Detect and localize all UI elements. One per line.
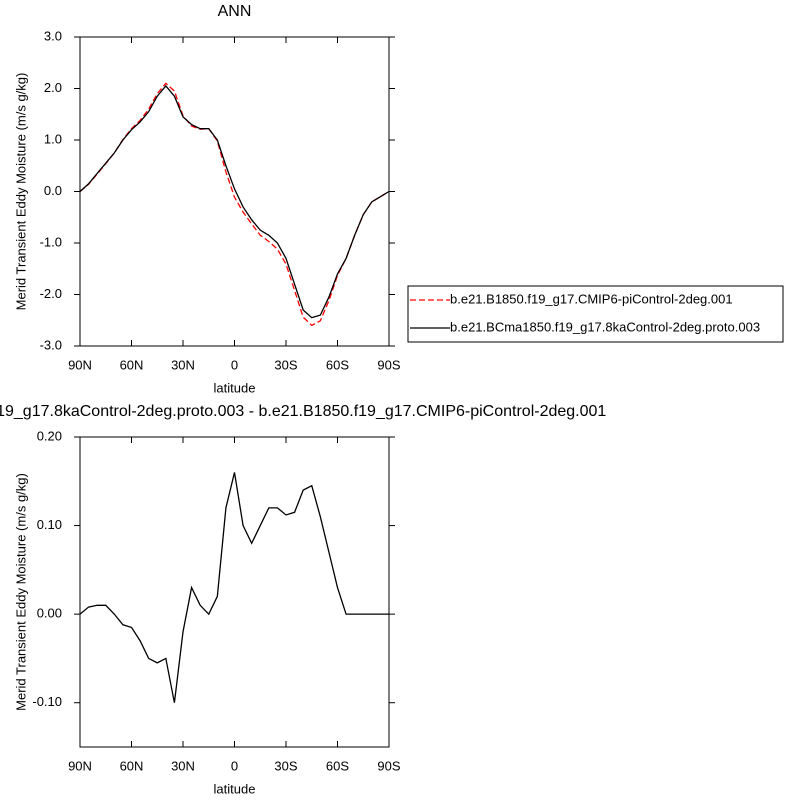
- x-tick-label: 60S: [326, 357, 349, 372]
- x-tick-label: 0: [231, 357, 238, 372]
- y-axis-label: Merid Transient Eddy Moisture (m/s g/kg): [13, 73, 28, 311]
- x-axis-label: latitude: [214, 781, 256, 796]
- x-tick-label: 30N: [171, 758, 195, 773]
- plot-frame: [79, 36, 390, 347]
- y-tick-label: 0.10: [37, 517, 62, 532]
- data-line: [79, 84, 390, 319]
- x-tick-label: 60N: [120, 357, 144, 372]
- chart-title: ANN: [218, 3, 252, 20]
- x-tick-label: 90S: [377, 758, 400, 773]
- data-line: [79, 472, 389, 703]
- x-tick-label: 90N: [68, 758, 92, 773]
- y-tick-label: 0.0: [44, 183, 62, 198]
- y-tick-label: 2.0: [44, 80, 62, 95]
- y-tick-label: 1.0: [44, 131, 62, 146]
- y-tick-label: -1.0: [40, 234, 62, 249]
- x-tick-label: 90N: [68, 357, 92, 372]
- x-tick-label: 30S: [274, 357, 297, 372]
- y-tick-label: -0.10: [32, 694, 62, 709]
- x-axis-label: latitude: [214, 380, 256, 395]
- y-tick-label: 3.0: [44, 28, 62, 43]
- chart-title: b.e21.BCma1850.f19_g17.8kaControl-2deg.p…: [0, 403, 606, 420]
- x-tick-label: 0: [231, 758, 238, 773]
- y-tick-label: -2.0: [40, 286, 62, 301]
- y-tick-label: 0.20: [37, 428, 62, 443]
- x-tick-label: 60N: [120, 758, 144, 773]
- y-tick-label: 0.00: [37, 606, 62, 621]
- x-tick-label: 30N: [171, 357, 195, 372]
- plot-frame: [79, 436, 390, 748]
- legend-label: b.e21.BCma1850.f19_g17.8kaControl-2deg.p…: [450, 319, 760, 334]
- legend-box: [407, 285, 784, 343]
- x-tick-label: 60S: [326, 758, 349, 773]
- legend-label: b.e21.B1850.f19_g17.CMIP6-piControl-2deg…: [450, 291, 733, 306]
- x-tick-label: 30S: [274, 758, 297, 773]
- y-axis-label: Merid Transient Eddy Moisture (m/s g/kg): [13, 473, 28, 711]
- y-tick-label: -3.0: [40, 337, 62, 352]
- data-line: [79, 82, 390, 327]
- x-tick-label: 90S: [377, 357, 400, 372]
